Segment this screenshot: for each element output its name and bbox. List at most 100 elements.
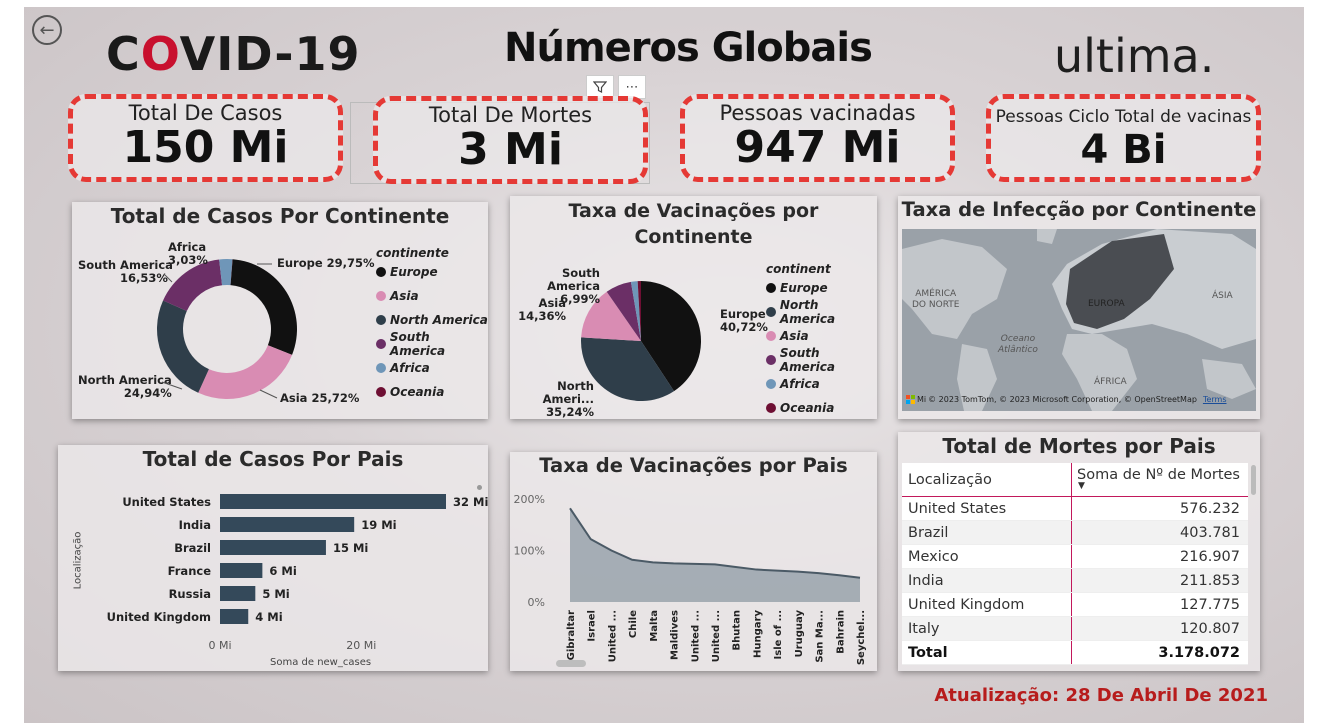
panel-title: Total de Mortes por Pais xyxy=(942,434,1216,458)
legend-item-south-america[interactable]: South America xyxy=(376,330,488,358)
kpi-total-deaths: Total De Mortes 3 Mi xyxy=(373,96,648,184)
legend-item-south-america[interactable]: South America xyxy=(766,346,877,374)
filter-icon[interactable] xyxy=(586,75,614,99)
bar-category-label: United States xyxy=(122,495,211,509)
donut-slice-asia[interactable] xyxy=(198,345,293,399)
x-category-label: Hungary xyxy=(752,610,763,658)
microsoft-logo-icon xyxy=(906,395,915,404)
y-tick-label: 200% xyxy=(514,493,545,506)
table-row[interactable]: Italy 120.807 xyxy=(902,617,1248,641)
bar-value-label: 32 Mi xyxy=(453,495,488,509)
donut-slice-north-america[interactable] xyxy=(156,300,209,393)
map-view[interactable]: AMÉRICA DO NORTE EUROPA ÁSIA Oceano Atlânt… xyxy=(902,229,1256,411)
terms-link[interactable]: Terms xyxy=(1202,395,1227,404)
deaths-table: Localização Soma de Nº de Mortes ▼ United… xyxy=(902,463,1256,665)
donut-slice-africa[interactable] xyxy=(219,259,233,286)
attribution-text[interactable]: © 2023 TomTom, © 2023 Microsoft Corporat… xyxy=(928,395,1197,404)
x-category-label: Seychel... xyxy=(856,610,867,665)
kpi-total-cases: Total De Casos 150 Mi xyxy=(68,94,343,182)
table-row[interactable]: United States 576.232 xyxy=(902,497,1248,521)
x-category-label: Bhutan xyxy=(732,610,743,651)
bar-india[interactable] xyxy=(220,517,355,532)
pie-slice-south-america[interactable] xyxy=(606,281,641,341)
panel-title: Taxa de Infecção por Continente xyxy=(901,198,1257,221)
x-category-label: Maldives xyxy=(670,610,681,660)
donut-slice-europe[interactable] xyxy=(230,259,297,355)
pie-slice-europe[interactable] xyxy=(641,281,701,392)
bar-category-label: India xyxy=(179,518,211,532)
legend-item-north-america[interactable]: North America xyxy=(376,308,488,332)
back-arrow-icon[interactable]: ← xyxy=(32,15,62,45)
bar-category-label: Russia xyxy=(169,587,211,601)
leader-lines xyxy=(161,263,278,399)
x-category-label: United ... xyxy=(607,610,618,662)
donut-slice-south-america[interactable] xyxy=(163,259,223,312)
legend-item-asia[interactable]: Asia xyxy=(376,284,488,308)
x-tick-label: 0 Mi xyxy=(208,639,231,652)
legend: continent Europe North America Asia Sout… xyxy=(766,262,877,420)
vaccination-by-continent-panel[interactable]: Taxa de Vacinações por Continente Europe 4… xyxy=(510,196,877,419)
legend-item-north-america[interactable]: North America xyxy=(766,298,877,326)
legend-item-africa[interactable]: Africa xyxy=(376,356,488,380)
bar-russia[interactable] xyxy=(220,586,256,601)
pie-chart[interactable] xyxy=(580,280,702,402)
table-row[interactable]: United Kingdom 127.775 xyxy=(902,593,1248,617)
legend-item-oceania[interactable]: Oceania xyxy=(766,396,877,420)
legend: continente Europe Asia North America Sou… xyxy=(376,246,488,404)
label-europe: Europe 29,75% xyxy=(277,256,375,270)
table-row[interactable]: India 211.853 xyxy=(902,569,1248,593)
donut-slice-oceania[interactable] xyxy=(230,259,233,286)
scroll-indicator[interactable] xyxy=(477,485,482,490)
report-canvas: ← COVID-19 Números Globais ultima. ⋯ Tot… xyxy=(24,7,1304,723)
more-options-icon[interactable]: ⋯ xyxy=(618,75,646,99)
cases-by-continent-panel[interactable]: Total de Casos Por Continente Europe 29,… xyxy=(72,202,488,419)
table-scrollbar[interactable] xyxy=(1251,465,1256,495)
x-tick-label: 20 Mi xyxy=(346,639,376,652)
brand-logo: ultima. xyxy=(1054,29,1215,83)
label-asia: Asia 25,72% xyxy=(280,391,360,405)
x-category-label: Israel xyxy=(587,610,598,642)
virus-o-icon: O xyxy=(140,27,180,81)
world-map xyxy=(902,229,1256,411)
legend-item-europe[interactable]: Europe xyxy=(376,260,488,284)
area-chart[interactable]: 0% 100% 200% Gibraltar Israel United ... Chile… xyxy=(510,452,877,671)
x-category-label: United ... xyxy=(690,610,701,662)
legend-item-oceania[interactable]: Oceania xyxy=(376,380,488,404)
kpi-label: Total De Mortes xyxy=(428,103,593,127)
area-line xyxy=(569,507,861,579)
legend-item-asia[interactable]: Asia xyxy=(766,324,877,348)
donut-chart[interactable] xyxy=(152,254,302,404)
x-category-label: Malta xyxy=(649,610,660,642)
cases-by-country-panel[interactable]: Total de Casos Por Pais Localização Soma… xyxy=(58,445,488,671)
map-label-north-america: AMÉRICA DO NORTE xyxy=(912,289,960,310)
y-tick-label: 100% xyxy=(514,545,545,558)
area-fill[interactable] xyxy=(570,508,860,602)
bar-chart[interactable]: United States 32 Mi India 19 Mi Brazil 15 Mi F… xyxy=(58,445,488,671)
horizontal-scrollbar[interactable] xyxy=(556,660,586,667)
table-row[interactable]: Mexico 216.907 xyxy=(902,545,1248,569)
legend-title: continent xyxy=(766,262,831,276)
pie-slice-oceania[interactable] xyxy=(637,281,641,341)
legend-item-europe[interactable]: Europe xyxy=(766,276,877,300)
covid-logo-c: C xyxy=(106,27,141,81)
label-south-america: South America 6,99% xyxy=(547,266,600,306)
bar-united-states[interactable] xyxy=(220,494,446,509)
bar-france[interactable] xyxy=(220,563,263,578)
label-south-america: South America 16,53% xyxy=(78,258,173,285)
infection-map-panel[interactable]: Taxa de Infecção por Continente AMÉRICA D… xyxy=(898,196,1260,419)
table-header: Localização Soma de Nº de Mortes ▼ xyxy=(902,463,1248,497)
legend-item-africa[interactable]: Africa xyxy=(766,372,877,396)
pie-slice-asia[interactable] xyxy=(581,291,641,341)
bar-united-kingdom[interactable] xyxy=(220,609,249,624)
column-header-location[interactable]: Localização xyxy=(902,463,1072,496)
table-row[interactable]: Brazil 403.781 xyxy=(902,521,1248,545)
vaccination-by-country-panel[interactable]: Taxa de Vacinações por Pais 0% 100% 200% Gi… xyxy=(510,452,877,671)
bar-brazil[interactable] xyxy=(220,540,326,555)
kpi-value: 150 Mi xyxy=(122,122,289,173)
label-north-america: North Ameri... 35,24% xyxy=(542,379,594,419)
column-header-deaths[interactable]: Soma de Nº de Mortes ▼ xyxy=(1077,466,1240,491)
panel-title: Taxa de Vacinações por Continente xyxy=(568,200,819,248)
table-total-row: Total 3.178.072 xyxy=(902,641,1248,665)
pie-slice-africa[interactable] xyxy=(630,281,641,341)
pie-slice-north-america[interactable] xyxy=(581,337,675,401)
